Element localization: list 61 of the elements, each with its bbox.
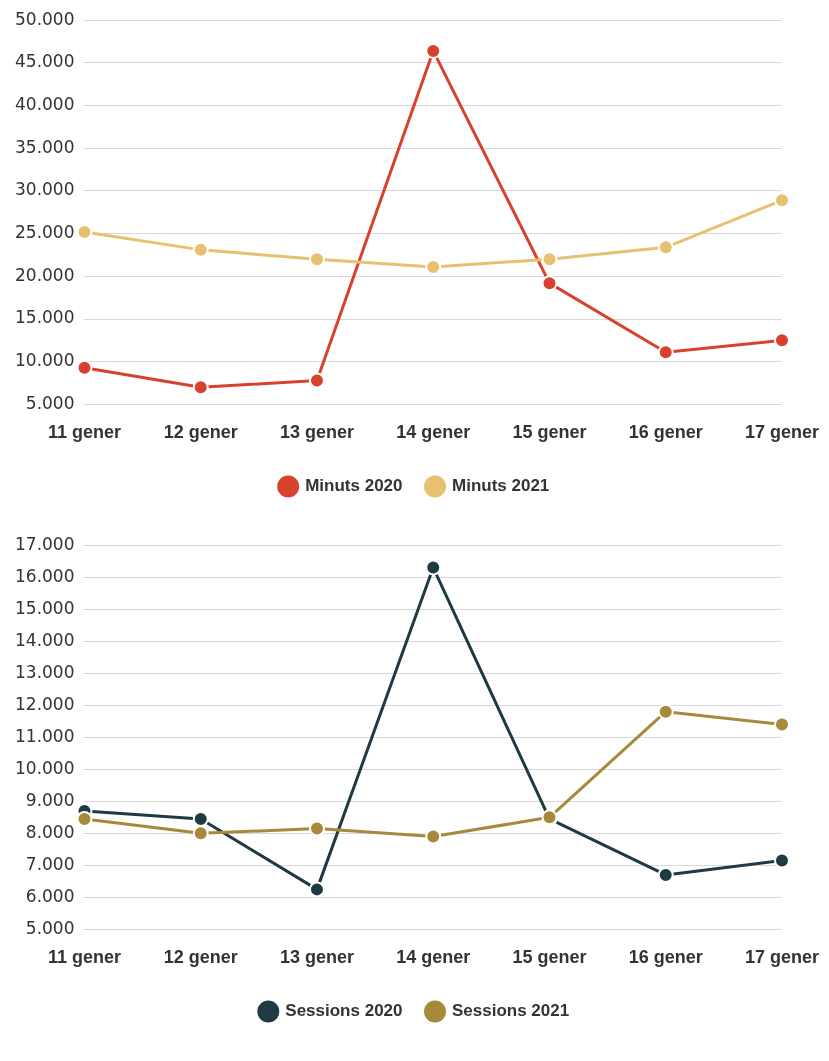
y-tick-label: 8.000	[25, 821, 75, 842]
point	[308, 251, 325, 268]
y-tick-label: 35.000	[15, 136, 75, 157]
y-tick-label: 6.000	[25, 885, 75, 906]
y-tick-label: 40.000	[15, 94, 75, 114]
point	[192, 379, 209, 396]
point	[425, 828, 442, 845]
x-tick-label: 13 gener	[279, 947, 355, 968]
x-tick-label: 14 gener	[396, 947, 471, 968]
x-tick-label: 17 gener	[744, 422, 819, 443]
x-tick-label: 16 gener	[628, 422, 703, 443]
y-tick-label: 5.000	[25, 392, 75, 413]
point	[308, 820, 325, 837]
point	[657, 344, 674, 361]
point	[308, 881, 325, 898]
y-tick-label: 15.000	[15, 597, 75, 618]
y-tick-label: 13.000	[15, 661, 75, 682]
point	[308, 372, 325, 389]
y-tick-label: 30.000	[15, 179, 75, 200]
point	[76, 359, 93, 376]
y-tick-label: 25.000	[15, 222, 75, 243]
y-tick-label: 9.000	[25, 789, 75, 810]
point	[541, 251, 558, 268]
point	[541, 275, 558, 292]
y-tick-label: 14.000	[15, 629, 75, 650]
legend-label: Minuts 2021	[452, 476, 550, 496]
y-tick-label: 11.000	[15, 725, 75, 746]
point	[657, 703, 674, 720]
x-tick-label: 11 gener	[47, 947, 122, 968]
y-tick-label: 45.000	[15, 51, 75, 72]
point	[425, 559, 442, 576]
legend-label: Minuts 2020	[305, 476, 403, 496]
y-tick-label: 17.000	[15, 533, 75, 554]
x-tick-label: 12 gener	[163, 947, 238, 968]
point	[773, 716, 790, 733]
legend-label: Sessions 2020	[285, 1001, 403, 1021]
y-tick-label: 7.000	[25, 853, 75, 874]
x-tick-label: 11 gener	[47, 422, 122, 443]
x-tick-label: 15 gener	[512, 422, 587, 443]
legend-label: Sessions 2021	[452, 1001, 570, 1021]
x-tick-label: 12 gener	[163, 422, 238, 443]
y-tick-label: 50.000	[15, 8, 75, 29]
x-tick-label: 17 gener	[744, 947, 819, 968]
y-tick-label: 12.000	[15, 693, 75, 714]
y-tick-label: 10.000	[15, 757, 75, 778]
x-tick-label: 14 gener	[396, 422, 471, 443]
point	[76, 810, 93, 827]
y-tick-label: 5.000	[25, 917, 75, 938]
point	[773, 852, 790, 869]
point	[773, 332, 790, 349]
x-tick-label: 16 gener	[628, 947, 703, 968]
point	[657, 239, 674, 256]
point	[192, 825, 209, 842]
x-tick-label: 15 gener	[512, 947, 587, 968]
point	[773, 192, 790, 209]
y-tick-label: 15.000	[15, 307, 75, 328]
y-tick-label: 20.000	[15, 264, 75, 285]
point	[192, 241, 209, 258]
y-tick-label: 16.000	[15, 565, 75, 586]
x-tick-label: 13 gener	[279, 422, 355, 443]
y-tick-label: 10.000	[15, 350, 75, 371]
